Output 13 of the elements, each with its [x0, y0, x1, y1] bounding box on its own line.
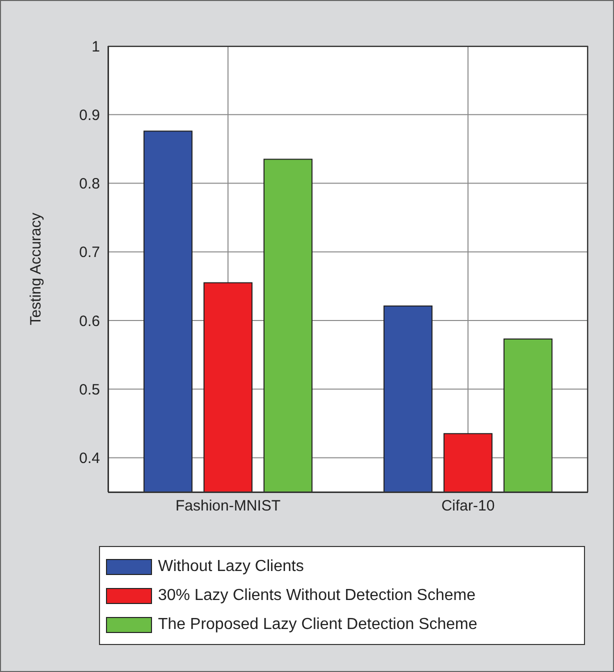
- x-tick-label: Cifar-10: [441, 498, 495, 515]
- y-tick-label: 0.7: [79, 244, 100, 262]
- legend-label: The Proposed Lazy Client Detection Scheme: [158, 616, 478, 634]
- y-tick-label: 0.8: [79, 176, 100, 193]
- legend-label: Without Lazy Clients: [158, 558, 304, 576]
- y-tick-label: 1: [92, 38, 100, 56]
- y-tick-label: 0.6: [79, 312, 100, 330]
- y-tick-label: 0.4: [79, 450, 100, 468]
- x-tick-label: Fashion-MNIST: [175, 498, 281, 515]
- y-tick-label: 0.5: [79, 381, 100, 398]
- y-axis-title: Testing Accuracy: [27, 212, 44, 326]
- y-tick-label: 0.9: [79, 106, 100, 124]
- legend-label: 30% Lazy Clients Without Detection Scheme: [158, 586, 476, 604]
